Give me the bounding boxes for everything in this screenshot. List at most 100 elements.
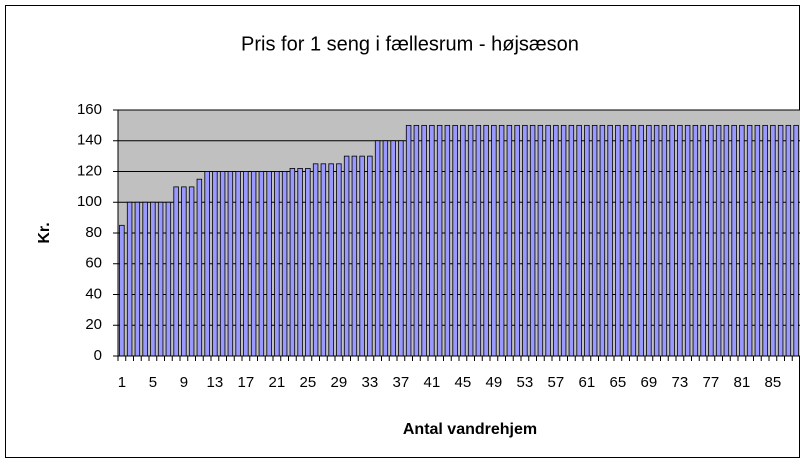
x-tick-label: 45 (455, 374, 472, 391)
bar (700, 124, 706, 357)
bar (436, 124, 443, 357)
bar (243, 171, 249, 357)
bar (793, 124, 799, 357)
bar (460, 124, 466, 357)
bar (258, 171, 265, 357)
bar (305, 168, 311, 357)
y-tick-label: 20 (85, 316, 102, 333)
y-tick-label: 80 (85, 224, 102, 241)
bar (336, 163, 342, 357)
bar (219, 171, 226, 357)
bar (398, 140, 404, 357)
bar (297, 168, 303, 357)
y-tick-label: 100 (77, 193, 102, 210)
bar (212, 171, 218, 357)
bar (281, 171, 288, 357)
bar (173, 186, 179, 357)
bar (677, 124, 683, 357)
bar (452, 124, 458, 357)
bar (622, 124, 629, 357)
bar (708, 124, 714, 357)
bar (591, 124, 598, 357)
bar (274, 171, 280, 357)
x-tick-label: 81 (734, 374, 751, 391)
x-tick-label: 21 (269, 374, 286, 391)
bar (328, 163, 334, 357)
x-tick-label: 17 (238, 374, 255, 391)
bar (227, 171, 234, 357)
y-tick-label: 120 (77, 162, 102, 179)
bar (134, 201, 141, 357)
bar (475, 124, 482, 357)
bar (545, 124, 551, 357)
bar (165, 201, 172, 357)
bar (235, 171, 241, 357)
bar (514, 124, 520, 357)
bar (367, 155, 373, 357)
bar (374, 140, 381, 357)
x-tick-label: 25 (300, 374, 317, 391)
x-tick-label: 57 (548, 374, 565, 391)
bar (266, 171, 272, 357)
bar (607, 124, 613, 357)
bar (405, 124, 412, 357)
y-tick-label: 140 (77, 132, 102, 149)
x-tick-label: 53 (517, 374, 534, 391)
bar (653, 124, 660, 357)
x-tick-label: 65 (610, 374, 627, 391)
y-tick-label: 40 (85, 285, 102, 302)
y-tick-label: 0 (94, 347, 102, 364)
x-tick-label: 9 (180, 374, 188, 391)
x-tick-label: 41 (424, 374, 441, 391)
bar (312, 163, 319, 357)
bar (684, 124, 691, 357)
bar (754, 124, 761, 357)
bar (615, 124, 621, 357)
bar (669, 124, 675, 357)
bar (568, 124, 575, 357)
bar (413, 124, 420, 357)
bar (522, 124, 528, 357)
bar (142, 201, 148, 357)
bar (777, 124, 784, 357)
bar (630, 124, 637, 357)
bar (576, 124, 582, 357)
bar (390, 140, 396, 357)
bar (382, 140, 389, 357)
bar (785, 124, 792, 357)
bar (444, 124, 451, 357)
x-tick-label: 85 (765, 374, 782, 391)
bar (599, 124, 606, 357)
chart-title: Pris for 1 seng i fællesrum - højsæson (241, 33, 579, 55)
y-tick-label: 160 (77, 101, 102, 118)
bar (762, 124, 768, 357)
x-tick-label: 5 (149, 374, 157, 391)
bar (467, 124, 474, 357)
x-tick-label: 49 (486, 374, 503, 391)
bar (692, 124, 699, 357)
bar (204, 171, 210, 357)
bar (351, 155, 358, 357)
y-axis-label: Kr. (36, 222, 53, 243)
x-tick-label: 1 (118, 374, 126, 391)
bar (770, 124, 776, 357)
bar (491, 124, 497, 357)
bar (529, 124, 536, 357)
bar (739, 124, 745, 357)
x-tick-label: 37 (393, 374, 410, 391)
bar (188, 186, 195, 357)
x-tick-label: 33 (362, 374, 379, 391)
bar (196, 178, 203, 357)
bar (181, 186, 187, 357)
bar (157, 201, 164, 357)
bar (537, 124, 544, 357)
bar (343, 155, 350, 357)
x-tick-label: 73 (672, 374, 689, 391)
bar (661, 124, 668, 357)
bar (560, 124, 567, 357)
x-tick-label: 77 (703, 374, 720, 391)
x-tick-label: 29 (331, 374, 348, 391)
bar (731, 124, 737, 357)
bar (723, 124, 730, 357)
